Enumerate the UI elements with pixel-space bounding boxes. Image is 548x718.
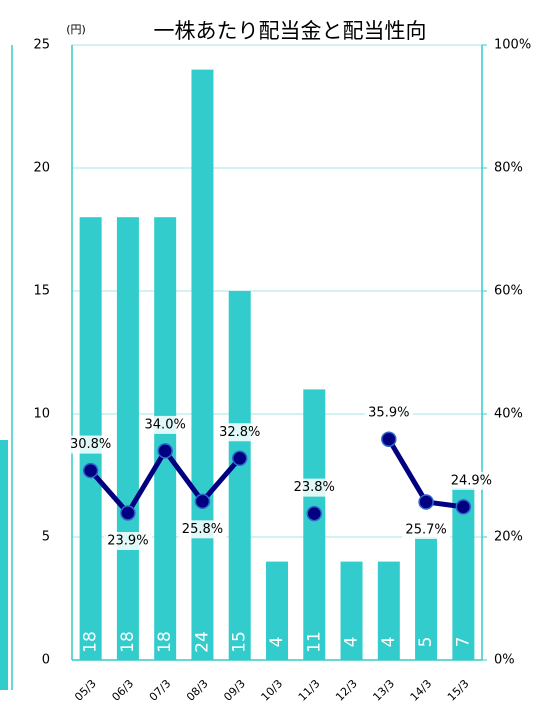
- line-point: [455, 499, 472, 515]
- bar-value-label: 18: [155, 631, 175, 653]
- y2-tick-label: 20%: [494, 530, 523, 545]
- x-tick-label: 09/3: [221, 677, 248, 704]
- x-tick-label: 06/3: [109, 677, 136, 704]
- y2-tick-label: 60%: [494, 284, 523, 299]
- x-tick-label: 15/3: [445, 677, 472, 704]
- bar: [303, 389, 326, 660]
- x-tick-label: 11/3: [296, 677, 323, 704]
- value-label-bg: [290, 478, 339, 497]
- line-value-label: 24.9%: [451, 473, 492, 488]
- value-label-bg: [364, 404, 413, 423]
- y2-tick-label: 0%: [494, 653, 515, 668]
- value-label-bg: [402, 520, 451, 539]
- line-value-label: 32.8%: [219, 425, 260, 440]
- line-point: [418, 494, 434, 510]
- bar: [415, 537, 438, 660]
- y-tick-label: 10: [33, 407, 50, 422]
- line-value-label: 25.8%: [182, 522, 223, 537]
- line-value-label: 34.0%: [145, 417, 186, 432]
- y-axis-label: (円): [66, 23, 86, 36]
- y-tick-label: 5: [42, 530, 50, 545]
- bar: [228, 291, 251, 660]
- bar: [452, 487, 475, 660]
- bar: [116, 217, 139, 660]
- x-tick-label: 13/3: [370, 677, 397, 704]
- bar-value-label: 18: [81, 631, 101, 653]
- line-point: [194, 493, 211, 510]
- bar-value-label: 7: [453, 637, 473, 648]
- bar-value-label: 24: [192, 631, 212, 653]
- bar-value-label: 4: [267, 637, 287, 648]
- line-point: [381, 431, 397, 447]
- line-point: [82, 462, 99, 479]
- value-label-bg: [141, 415, 190, 434]
- line-point: [231, 450, 248, 467]
- value-label-bg: [103, 532, 152, 551]
- y2-tick-label: 40%: [494, 407, 523, 422]
- bar-value-label: 4: [342, 637, 362, 648]
- chart-title: 一株あたり配当金と配当性向: [154, 19, 427, 43]
- line-point: [120, 505, 136, 521]
- x-tick-label: 12/3: [333, 677, 360, 704]
- line-point: [306, 505, 323, 522]
- line-value-label: 25.7%: [405, 522, 446, 537]
- y-tick-label: 20: [33, 161, 50, 176]
- line-value-label: 35.9%: [368, 406, 409, 421]
- bar-value-label: 5: [416, 637, 436, 648]
- x-tick-label: 14/3: [408, 677, 435, 704]
- value-label-bg: [178, 520, 227, 539]
- x-tick-label: 05/3: [72, 677, 99, 704]
- bar: [340, 561, 363, 660]
- x-tick-label: 07/3: [147, 677, 174, 704]
- y-tick-label: 0: [42, 653, 50, 668]
- x-tick-label: 08/3: [184, 677, 211, 704]
- neighbor-bar: [0, 440, 8, 690]
- bar-value-label: 11: [304, 631, 324, 653]
- bar-value-label: 15: [230, 631, 250, 653]
- bar-value-label: 4: [379, 637, 399, 648]
- bar: [191, 69, 214, 661]
- value-label-bg: [66, 435, 115, 454]
- bar-value-label: 18: [118, 631, 138, 653]
- y2-tick-label: 80%: [494, 161, 523, 176]
- y2-tick-label: 100%: [494, 38, 531, 53]
- bar: [377, 561, 400, 660]
- line-value-label: 23.8%: [294, 480, 335, 495]
- line-value-label: 23.9%: [107, 534, 148, 549]
- x-tick-label: 10/3: [259, 677, 286, 704]
- y-tick-label: 25: [33, 38, 50, 53]
- line-value-label: 30.8%: [70, 437, 111, 452]
- bar: [266, 561, 288, 660]
- line-point: [157, 443, 173, 459]
- value-label-bg: [215, 423, 264, 442]
- bar: [154, 217, 177, 660]
- value-label-bg: [447, 471, 496, 490]
- y-tick-label: 15: [33, 284, 50, 299]
